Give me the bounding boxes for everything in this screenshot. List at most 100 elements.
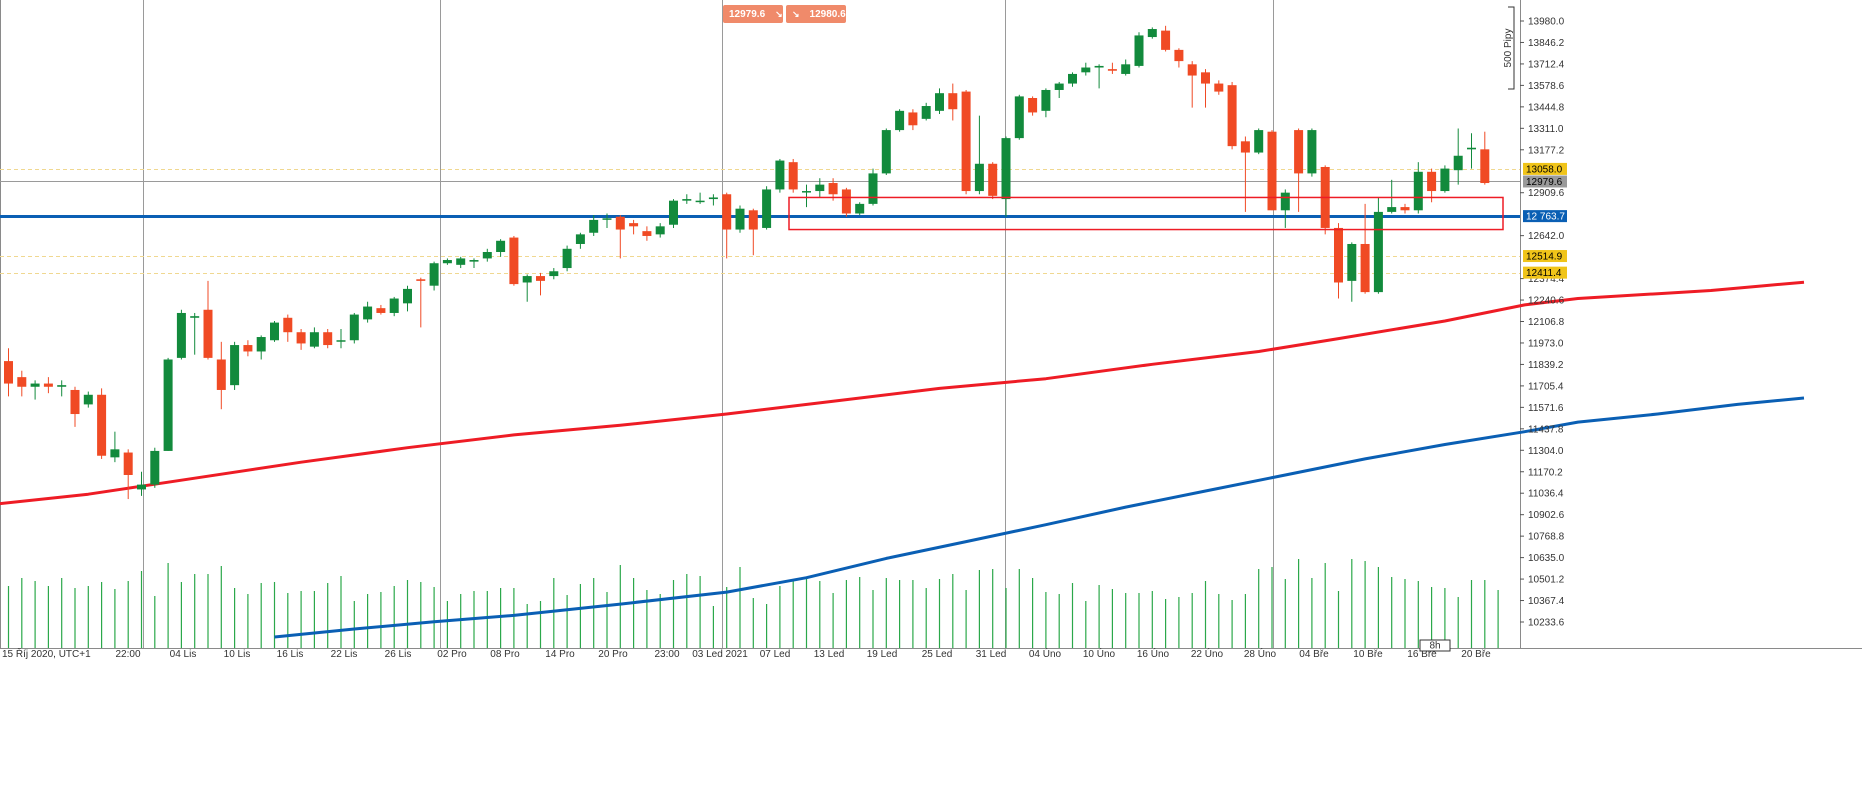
bullish-candle	[695, 192, 705, 204]
candle-body	[30, 383, 40, 387]
bullish-candle	[881, 128, 891, 176]
bullish-candle	[429, 261, 439, 291]
sell-arrow-icon: ↘	[775, 9, 783, 19]
price-tick-label: 11839.2	[1528, 360, 1564, 371]
candle-body	[655, 226, 665, 235]
candle-body	[1001, 138, 1011, 200]
candle-body	[615, 216, 625, 230]
time-axis-label: 23:00	[654, 649, 679, 660]
price-tick-label: 11304.0	[1528, 446, 1564, 457]
bullish-candle	[602, 213, 612, 228]
price-tag-background	[1523, 162, 1567, 175]
time-axis-label: 03 Led 2021	[692, 649, 748, 660]
bearish-candle	[1427, 168, 1437, 203]
bearish-candle	[1174, 48, 1184, 68]
bearish-candle	[70, 386, 80, 427]
candle-body	[1240, 141, 1250, 153]
bearish-candle	[1107, 62, 1117, 74]
bearish-candle	[1294, 128, 1304, 212]
candle-body	[429, 263, 439, 286]
time-axis-label: 19 Led	[867, 649, 898, 660]
candle-body	[336, 340, 346, 342]
candle-body	[17, 377, 27, 387]
bullish-candle	[708, 194, 718, 206]
candle-body	[1307, 130, 1317, 174]
bullish-candle	[669, 199, 678, 228]
bearish-candle	[788, 158, 798, 193]
bearish-candle	[841, 187, 851, 217]
candle-body	[788, 162, 798, 190]
bullish-candle	[363, 301, 373, 323]
price-tick-label: 10233.6	[1528, 618, 1565, 629]
bullish-candle	[1001, 136, 1011, 217]
bullish-candle	[256, 335, 266, 360]
price-tick-label: 10768.8	[1528, 532, 1565, 543]
candle-body	[1147, 29, 1157, 38]
candle-body	[496, 240, 506, 253]
bullish-candle	[1280, 189, 1290, 228]
bullish-candle	[1134, 32, 1144, 68]
time-axis-label: 20 Bře	[1461, 649, 1491, 660]
bullish-candle	[868, 168, 878, 206]
price-tag: 13058.0	[1523, 162, 1567, 175]
candle-body	[1387, 207, 1397, 212]
candle-body	[163, 359, 173, 451]
bullish-candle	[775, 158, 785, 193]
candle-body	[43, 383, 53, 387]
bullish-candle	[895, 109, 905, 132]
time-axis-label: 10 Úno	[1083, 647, 1116, 660]
time-axis-label: 25 Led	[922, 649, 953, 660]
bullish-candle	[442, 258, 452, 265]
bearish-candle	[123, 449, 133, 500]
bearish-candle	[722, 192, 732, 259]
candle-body	[921, 106, 931, 119]
bid-quote-box[interactable]: 12979.6 ↘	[723, 5, 783, 23]
candle-body	[948, 93, 958, 110]
time-axis[interactable]: 15 Říj 2020, UTC+1 22:00 04 Lis 10 Lis 16 Li…	[2, 639, 1491, 660]
candle-body	[669, 200, 678, 225]
bullish-candle	[496, 239, 506, 257]
bearish-candle	[1480, 131, 1490, 185]
bearish-candle	[216, 341, 226, 410]
price-axis[interactable]: 13980.0 13846.2 13712.4 13578.6 13444.8 13311…	[1503, 6, 1565, 629]
support-zone[interactable]	[788, 196, 1504, 231]
bullish-candle	[163, 357, 173, 451]
bid-quote-value: 12979.6	[729, 9, 766, 20]
candle-body	[1187, 64, 1197, 76]
bullish-candle	[575, 232, 585, 249]
candle-body	[137, 484, 146, 490]
bullish-candle	[150, 447, 160, 488]
bearish-candle	[376, 304, 386, 315]
bullish-candle	[1094, 64, 1104, 89]
bearish-candle	[988, 162, 998, 200]
candle-body	[97, 394, 107, 456]
time-axis-label: 22 Lis	[331, 649, 358, 660]
candle-body	[735, 208, 745, 230]
bullish-candle	[110, 431, 120, 463]
candle-body	[416, 279, 426, 281]
price-tick-label: 11437.8	[1528, 424, 1564, 435]
candle-body	[256, 337, 266, 352]
candle-body	[1094, 65, 1104, 68]
time-axis-label: 14 Pro	[545, 649, 575, 660]
time-axis-label: 26 Lis	[385, 649, 412, 660]
bullish-candle	[522, 274, 532, 302]
price-tag-label: 12514.9	[1526, 252, 1563, 263]
candle-body	[522, 276, 532, 283]
bearish-candle	[1161, 25, 1171, 52]
bullish-candle	[562, 245, 572, 272]
candle-body	[881, 130, 891, 174]
buy-arrow-icon: ↘	[792, 9, 800, 19]
ask-quote-box[interactable]: ↘ 12980.6	[786, 5, 846, 23]
candle-body	[1028, 98, 1038, 113]
time-axis-label: 10 Lis	[224, 649, 251, 660]
price-tick-label: 13712.4	[1528, 59, 1565, 70]
bullish-candle	[1347, 242, 1357, 302]
candle-body	[389, 298, 399, 313]
price-tag-label: 12 763.7	[1526, 212, 1565, 223]
candle-body	[908, 112, 918, 126]
candle-body	[629, 223, 639, 227]
candle-body	[469, 260, 479, 262]
candle-body	[509, 237, 519, 285]
